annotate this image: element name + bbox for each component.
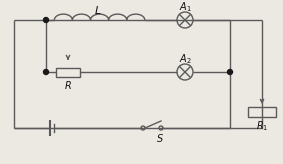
Circle shape <box>228 70 233 74</box>
Text: $A_2$: $A_2$ <box>179 52 191 66</box>
Text: $R$: $R$ <box>64 79 72 91</box>
Circle shape <box>44 18 48 22</box>
Text: $A_1$: $A_1$ <box>179 0 191 14</box>
Bar <box>56 68 80 76</box>
Text: $L$: $L$ <box>94 4 102 16</box>
Text: $S$: $S$ <box>156 132 164 144</box>
Circle shape <box>44 70 48 74</box>
Bar <box>248 107 276 117</box>
Text: $R_1$: $R_1$ <box>256 119 268 133</box>
